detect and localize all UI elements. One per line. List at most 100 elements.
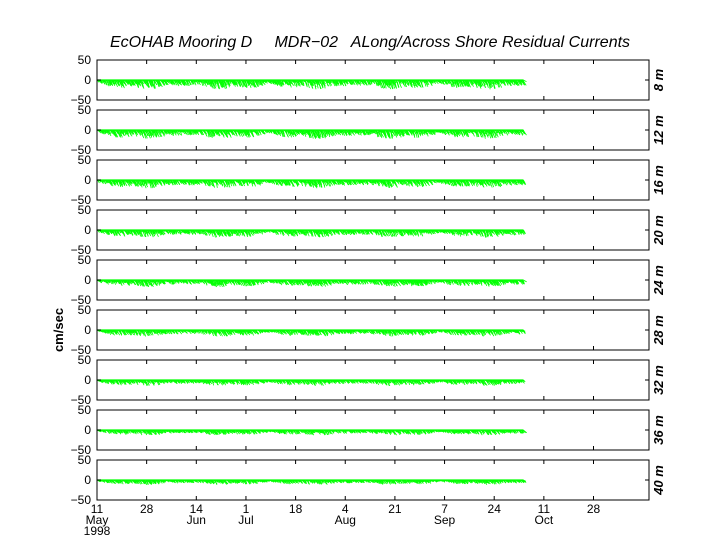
current-stick [166,129,170,135]
current-stick [521,179,525,185]
current-stick [307,129,311,139]
current-stick [220,129,225,137]
current-stick [137,129,141,136]
current-stick [163,79,167,85]
current-stick [114,79,118,87]
current-stick [322,179,328,187]
current-stick [197,79,201,86]
current-stick [207,129,210,138]
current-stick [314,179,318,188]
current-stick [439,79,443,85]
current-stick [379,79,384,89]
current-stick [281,229,284,234]
current-stick [304,229,308,236]
current-stick [476,129,480,137]
current-stick [415,179,419,187]
current-stick [259,79,264,86]
current-stick [109,179,114,187]
current-stick [468,179,474,187]
current-stick [193,79,197,86]
current-stick [262,129,266,135]
current-stick [333,179,338,185]
current-stick [467,179,471,186]
current-stick [304,129,309,135]
current-stick [344,229,348,235]
current-stick [493,129,497,139]
current-stick [335,79,339,85]
current-stick [471,129,475,137]
current-stick [463,79,467,86]
current-stick [412,79,415,87]
current-stick [488,179,493,188]
current-stick [399,179,403,186]
current-stick [232,79,236,87]
current-stick [393,229,396,237]
current-stick [458,179,462,186]
current-stick [341,129,346,136]
current-stick [315,79,319,89]
current-stick [242,79,246,87]
current-stick [338,79,342,86]
current-stick [496,79,500,88]
current-stick [102,129,107,135]
current-stick [423,129,428,135]
current-stick [230,229,234,236]
current-stick [142,129,146,137]
current-stick [272,129,275,135]
current-stick [477,179,482,186]
current-stick [514,179,517,186]
current-stick [349,179,352,185]
current-stick [307,129,311,139]
current-stick [467,79,471,86]
current-stick [218,79,222,88]
current-stick [308,129,311,136]
series-sticks [96,79,527,90]
current-stick [127,229,131,235]
current-stick [423,129,426,135]
current-stick [102,179,107,185]
current-stick [517,179,520,185]
current-stick [310,79,314,89]
current-stick [477,79,482,89]
current-stick [200,229,205,235]
current-stick [466,79,470,87]
current-stick [122,179,126,185]
current-stick [125,129,128,135]
current-stick [177,179,181,185]
current-stick [196,129,200,136]
current-stick [456,79,459,86]
current-stick [142,179,146,185]
current-stick [319,79,324,89]
current-stick [345,179,349,185]
current-stick [475,79,478,86]
current-stick [457,179,462,187]
current-stick [288,229,293,237]
current-stick [428,79,433,87]
y-tick-label: 0 [84,123,91,137]
current-stick [132,229,136,235]
current-stick [130,129,134,135]
current-stick [276,129,280,135]
current-stick [245,129,250,138]
y-tick-label: 0 [84,273,91,287]
current-stick [149,179,152,189]
current-stick [417,179,421,187]
current-stick [357,229,361,235]
current-stick [343,129,348,137]
current-stick [257,179,262,185]
current-stick [515,179,518,186]
current-stick [450,179,454,187]
current-stick [326,179,331,187]
current-stick [514,129,518,135]
current-stick [366,129,369,136]
current-stick [463,179,466,187]
current-stick [250,79,255,88]
current-stick [149,179,154,189]
current-stick [226,229,230,236]
current-stick [320,229,324,235]
current-stick [107,179,113,186]
current-stick [367,229,370,235]
current-stick [140,79,144,88]
current-stick [178,229,181,235]
current-stick [393,229,398,237]
